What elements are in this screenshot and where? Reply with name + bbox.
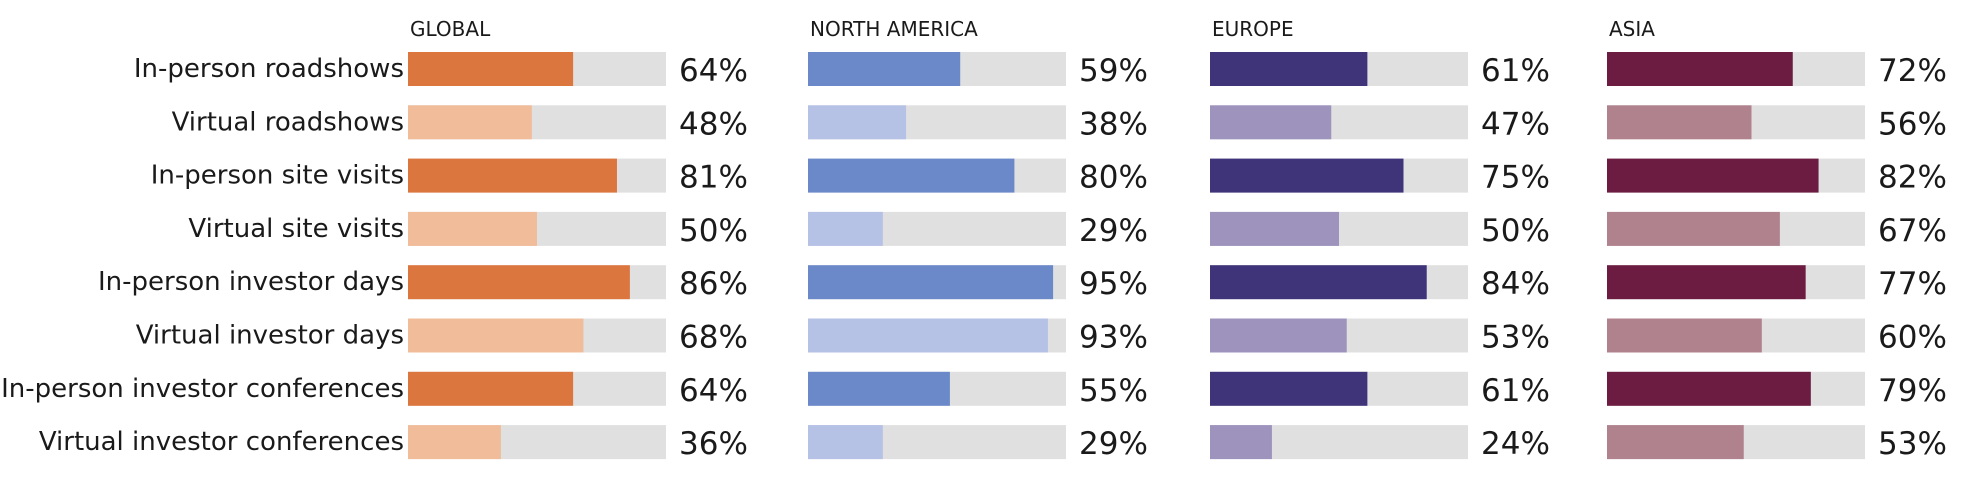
bar bbox=[408, 105, 532, 140]
data-label: 50% bbox=[1481, 213, 1550, 249]
bar bbox=[1607, 265, 1806, 300]
data-label: 64% bbox=[679, 373, 748, 409]
panel-title: GLOBAL bbox=[410, 17, 491, 41]
data-label: 38% bbox=[1079, 106, 1148, 142]
category-label: Virtual site visits bbox=[188, 214, 404, 244]
data-label: 56% bbox=[1878, 106, 1947, 142]
category-label: Virtual roadshows bbox=[172, 107, 404, 137]
bar bbox=[1607, 105, 1752, 140]
data-label: 82% bbox=[1878, 160, 1947, 196]
data-label: 72% bbox=[1878, 53, 1947, 89]
bar bbox=[808, 318, 1048, 353]
data-label: 47% bbox=[1481, 106, 1550, 142]
data-label: 64% bbox=[679, 53, 748, 89]
data-label: 93% bbox=[1079, 320, 1148, 356]
bar bbox=[408, 52, 574, 86]
data-label: 50% bbox=[679, 213, 748, 249]
bar bbox=[408, 265, 630, 300]
category-label: In-person investor days bbox=[98, 267, 404, 297]
data-label: 59% bbox=[1079, 53, 1148, 89]
bar bbox=[408, 211, 537, 246]
data-label: 61% bbox=[1481, 373, 1550, 409]
data-label: 86% bbox=[679, 266, 748, 302]
bar bbox=[1210, 105, 1332, 140]
bar bbox=[808, 425, 883, 460]
data-label: 29% bbox=[1079, 213, 1148, 249]
bar bbox=[1607, 318, 1762, 353]
bar bbox=[1607, 425, 1744, 460]
bar bbox=[1607, 158, 1819, 193]
bar bbox=[1607, 211, 1780, 246]
bar bbox=[1210, 211, 1339, 246]
category-label: In-person roadshows bbox=[134, 54, 404, 84]
bar bbox=[1210, 52, 1368, 86]
bar bbox=[808, 265, 1054, 300]
bar bbox=[408, 318, 584, 353]
bar bbox=[808, 158, 1015, 193]
panel-title: NORTH AMERICA bbox=[810, 17, 978, 41]
data-label: 81% bbox=[679, 160, 748, 196]
bar bbox=[408, 425, 501, 460]
bar bbox=[408, 371, 574, 406]
data-label: 68% bbox=[679, 320, 748, 356]
data-label: 75% bbox=[1481, 160, 1550, 196]
bar bbox=[1607, 371, 1811, 406]
bar bbox=[808, 211, 883, 246]
bar bbox=[1210, 425, 1272, 460]
category-label: Virtual investor days bbox=[136, 321, 404, 351]
panel-title: EUROPE bbox=[1212, 17, 1294, 41]
data-label: 36% bbox=[679, 426, 748, 462]
bar bbox=[1210, 158, 1404, 193]
bar bbox=[1210, 318, 1347, 353]
data-label: 55% bbox=[1079, 373, 1148, 409]
bar bbox=[408, 158, 617, 193]
bar bbox=[808, 52, 961, 86]
data-label: 67% bbox=[1878, 213, 1947, 249]
bar bbox=[1210, 265, 1427, 300]
category-label: Virtual investor conferences bbox=[39, 427, 404, 457]
data-label: 60% bbox=[1878, 320, 1947, 356]
panel-title: ASIA bbox=[1609, 17, 1655, 41]
data-label: 29% bbox=[1079, 426, 1148, 462]
data-label: 95% bbox=[1079, 266, 1148, 302]
data-label: 48% bbox=[679, 106, 748, 142]
data-label: 79% bbox=[1878, 373, 1947, 409]
data-label: 53% bbox=[1878, 426, 1947, 462]
bar bbox=[1210, 371, 1368, 406]
bar bbox=[1607, 52, 1793, 86]
data-label: 24% bbox=[1481, 426, 1550, 462]
data-label: 84% bbox=[1481, 266, 1550, 302]
bar bbox=[808, 371, 950, 406]
category-label: In-person site visits bbox=[151, 161, 404, 191]
bar bbox=[808, 105, 907, 140]
data-label: 53% bbox=[1481, 320, 1550, 356]
category-label: In-person investor conferences bbox=[1, 374, 404, 404]
data-label: 77% bbox=[1878, 266, 1947, 302]
data-label: 61% bbox=[1481, 53, 1550, 89]
data-label: 80% bbox=[1079, 160, 1148, 196]
